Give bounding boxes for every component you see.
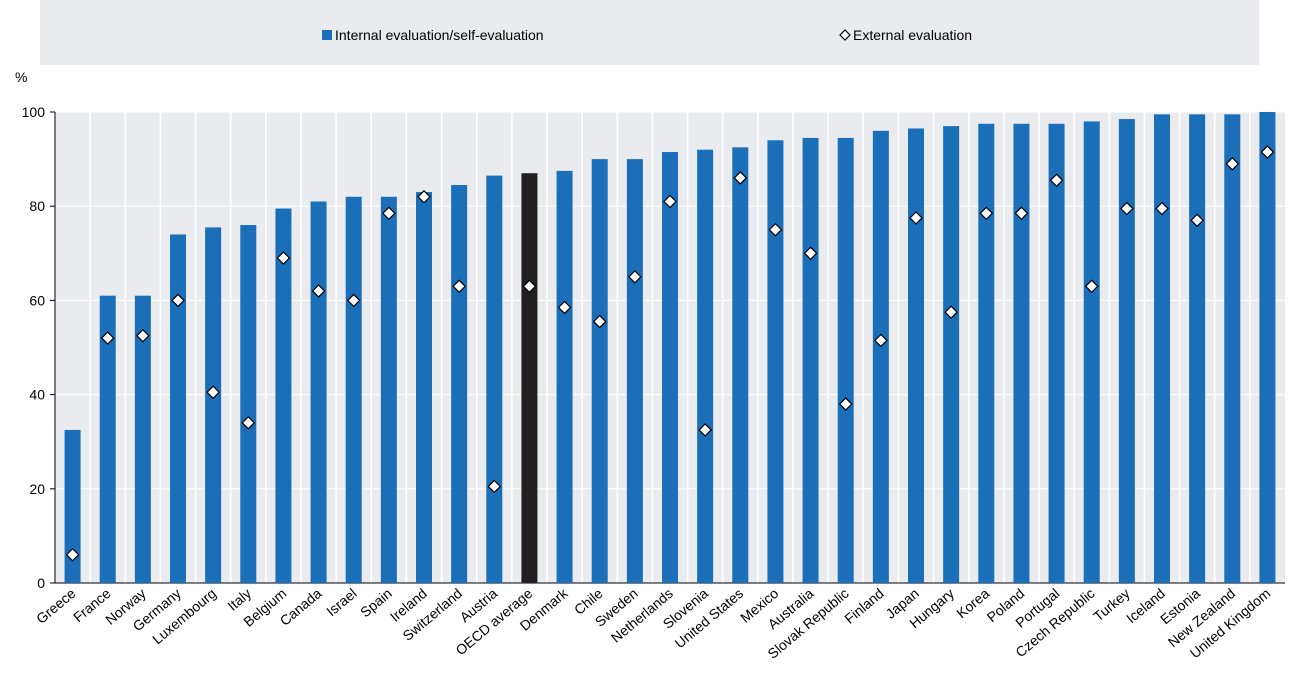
marker <box>136 328 150 343</box>
y-tick-label: 60 <box>29 292 45 308</box>
marker <box>979 206 994 221</box>
bar <box>978 123 995 584</box>
marker <box>1260 145 1275 159</box>
marker <box>100 331 115 345</box>
bar <box>486 175 503 583</box>
marker <box>487 479 502 494</box>
marker <box>452 279 466 294</box>
bar <box>697 149 714 583</box>
bar <box>99 295 116 583</box>
marker <box>1155 201 1169 216</box>
y-tick-label: 40 <box>29 387 45 403</box>
bar <box>521 173 538 584</box>
marker <box>382 206 396 221</box>
marker <box>733 171 748 185</box>
bar <box>732 147 749 583</box>
marker <box>557 300 572 315</box>
bar <box>802 137 819 583</box>
marker <box>909 211 923 225</box>
marker <box>206 385 220 400</box>
marker <box>346 293 361 308</box>
marker <box>241 416 256 430</box>
marker <box>1014 206 1029 221</box>
marker <box>276 251 291 265</box>
marker <box>1225 156 1240 171</box>
bar <box>1083 121 1100 584</box>
x-tick-label: Greece <box>33 585 79 627</box>
bar <box>275 208 292 583</box>
marker <box>1120 201 1134 216</box>
bar <box>943 126 960 583</box>
y-tick-label: 0 <box>37 575 45 591</box>
bar <box>1154 114 1170 583</box>
bar <box>1259 112 1276 583</box>
legend-swatch <box>322 30 332 40</box>
bar <box>416 192 432 583</box>
marker <box>768 222 783 237</box>
marker <box>1049 173 1064 188</box>
bar <box>1013 123 1030 584</box>
legend-swatch <box>839 29 851 41</box>
bar <box>837 137 854 583</box>
x-tick-label: Israel <box>323 585 360 619</box>
bar <box>1048 123 1065 584</box>
marker <box>1190 213 1204 228</box>
marker <box>803 246 818 261</box>
bar <box>380 196 397 583</box>
marker <box>65 547 80 562</box>
bar <box>626 159 643 583</box>
bar <box>1189 114 1206 583</box>
bar <box>908 128 924 584</box>
marker <box>838 397 853 411</box>
marker <box>417 189 431 204</box>
bar <box>872 130 889 583</box>
bar <box>64 429 81 583</box>
marker <box>874 333 888 348</box>
bar <box>310 201 327 584</box>
bar <box>345 196 362 583</box>
bar <box>451 185 468 583</box>
marker <box>592 314 607 329</box>
y-tick-label: 20 <box>29 481 45 497</box>
marker <box>171 293 185 308</box>
marker <box>311 284 326 298</box>
x-tick-label: Finland <box>841 585 886 627</box>
bar <box>556 170 573 583</box>
y-axis-label: % <box>15 69 27 85</box>
marker <box>944 305 958 320</box>
bar <box>170 234 186 583</box>
y-tick-label: 80 <box>29 198 45 214</box>
bar <box>1118 119 1135 583</box>
y-tick-label: 100 <box>22 104 46 120</box>
legend-label: Internal evaluation/self-evaluation <box>335 27 544 43</box>
marker <box>698 423 712 437</box>
bar <box>240 225 257 584</box>
marker <box>1084 279 1099 294</box>
bar <box>591 159 608 583</box>
bar <box>134 295 151 583</box>
bar <box>767 140 784 583</box>
bar <box>662 152 678 583</box>
bar <box>1224 114 1241 583</box>
marker <box>663 194 677 209</box>
legend-label: External evaluation <box>853 27 972 43</box>
bar <box>205 227 222 583</box>
marker <box>628 270 642 284</box>
marker <box>522 279 537 294</box>
legend-box <box>40 0 1259 65</box>
